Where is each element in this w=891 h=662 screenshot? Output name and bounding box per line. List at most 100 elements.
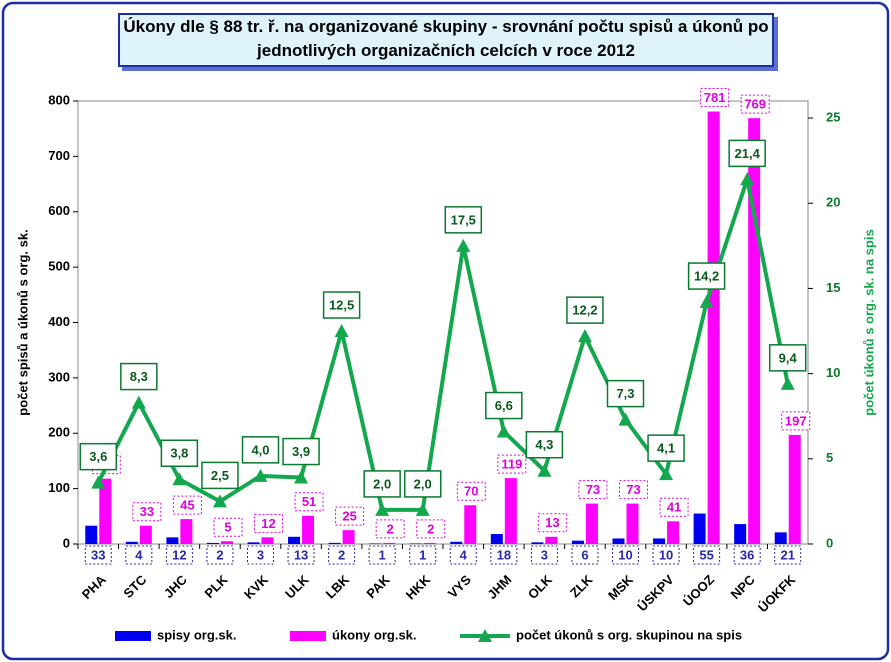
bar-value-label: 2 <box>216 547 223 562</box>
y-tick-label: 600 <box>48 203 70 218</box>
line-value-label: 2,0 <box>414 476 432 491</box>
bar <box>220 541 233 544</box>
bar <box>531 542 544 544</box>
bar-value-label-box <box>125 545 153 565</box>
line-value-label: 4,1 <box>657 441 675 456</box>
marker <box>456 238 471 252</box>
bar-value-label: 10 <box>618 547 632 562</box>
bar-value-label: 2 <box>427 521 434 536</box>
bar-value-label: 4 <box>460 547 468 562</box>
bar-value-label-box <box>700 88 730 108</box>
line-value-label-box <box>566 296 604 324</box>
bar <box>85 525 98 544</box>
marker <box>212 494 227 508</box>
marker <box>537 463 552 477</box>
bar <box>261 537 274 544</box>
line-value-label-box <box>241 436 280 464</box>
bar-value-label: 33 <box>140 504 154 519</box>
bar-value-label-box <box>409 545 437 565</box>
marker <box>375 502 390 516</box>
bar <box>667 521 680 544</box>
bar-value-label: 10 <box>659 547 673 562</box>
bar <box>504 478 517 544</box>
bar-value-label: 2 <box>338 547 345 562</box>
bar-value-label: 33 <box>91 547 105 562</box>
bar-value-label: 1 <box>419 547 426 562</box>
bar-value-label: 3 <box>541 547 548 562</box>
bar-value-label: 13 <box>545 515 559 530</box>
bar-value-label-box <box>294 492 324 512</box>
bar <box>125 541 138 544</box>
bar-value-label-box <box>578 480 608 500</box>
line-value-label: 12,2 <box>572 303 597 318</box>
x-tick-label: STC <box>120 572 149 601</box>
marker <box>415 502 430 516</box>
bar-value-label-box <box>619 480 648 500</box>
bar <box>612 538 625 544</box>
chart-title: Úkony dle § 88 tr. ř. na organizované sk… <box>118 13 774 67</box>
bar-value-label-box <box>287 545 315 565</box>
y-axis-title: počet spisů a úkonů s org. sk. <box>15 229 30 415</box>
bar <box>585 503 598 544</box>
bar-value-label-box <box>733 545 761 565</box>
bar-value-label-box <box>652 545 680 565</box>
bar <box>653 538 666 544</box>
y-tick-label: 200 <box>48 425 70 440</box>
line-value-label-box <box>768 344 807 372</box>
line-value-label-box <box>485 391 523 420</box>
y-tick-label: 400 <box>48 314 70 329</box>
line-value-label-box <box>160 439 199 468</box>
bar <box>734 524 747 544</box>
y-tick-label: 800 <box>48 92 70 107</box>
bar-value-label: 12 <box>172 547 186 562</box>
bar <box>369 543 382 544</box>
bar <box>328 542 341 544</box>
bar-value-label: 769 <box>744 97 766 112</box>
bar-value-label: 5 <box>224 520 231 535</box>
x-tick-label: ÚOKFK <box>755 572 799 616</box>
bar-value-label-box <box>416 519 446 539</box>
bar <box>788 434 801 544</box>
bar-value-label-box <box>781 411 811 431</box>
line-value-label-box <box>363 470 401 498</box>
bar <box>288 536 301 544</box>
y2-tick-label: 20 <box>826 195 840 210</box>
x-tick-label: NPC <box>728 572 758 602</box>
bar-value-label: 21 <box>780 547 794 562</box>
legend-label: úkony org.sk. <box>332 627 417 642</box>
y-tick-label: 100 <box>48 480 70 495</box>
bar-value-label-box <box>247 545 274 565</box>
bar <box>342 530 355 544</box>
x-tick-label: ZLK <box>567 572 596 601</box>
line-value-label-box <box>525 430 564 459</box>
bar-value-label-box <box>132 502 162 522</box>
marker <box>253 468 268 482</box>
bar-value-label: 4 <box>135 547 143 562</box>
x-tick-label: JHC <box>161 572 190 601</box>
line-value-label-box <box>687 262 726 290</box>
y-tick-label: 500 <box>48 259 70 274</box>
bar <box>707 111 720 545</box>
bar <box>490 534 503 544</box>
line-value-label: 8,3 <box>130 369 148 384</box>
marker <box>699 295 714 309</box>
line-value-label-box <box>79 442 118 471</box>
bar-value-label: 36 <box>740 547 754 562</box>
bar-value-label-box <box>530 545 558 565</box>
marker <box>618 412 633 426</box>
bar <box>139 525 152 544</box>
bar-value-label-box <box>497 454 527 474</box>
y-tick-label: 700 <box>48 148 70 163</box>
line-value-label: 14,2 <box>694 268 719 283</box>
legend-marker <box>478 629 492 642</box>
y2-tick-label: 10 <box>826 365 840 380</box>
line-value-label: 2,0 <box>373 476 391 491</box>
bar <box>247 542 260 544</box>
bar <box>545 536 558 544</box>
bar-value-label-box <box>335 506 365 526</box>
bar <box>383 542 396 544</box>
bar-value-label-box <box>165 545 193 565</box>
y-tick-label: 0 <box>63 535 70 550</box>
bar <box>302 515 315 544</box>
